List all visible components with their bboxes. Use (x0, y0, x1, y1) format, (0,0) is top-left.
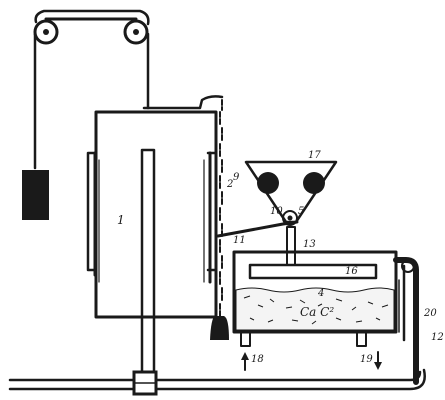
gasholder-bell (94, 110, 218, 319)
gasholder: 1 (86, 95, 224, 387)
chain-assembly: 2 (210, 99, 233, 340)
chain (219, 99, 223, 317)
generator-tank: 16 4 Ca C² (232, 250, 398, 347)
lever-arm (216, 220, 299, 238)
hopper (244, 160, 338, 224)
label-outlet-pipe: 19 (360, 354, 373, 365)
label-carbide-content: 4 (317, 288, 324, 299)
gas-piping: 20 12 (8, 257, 444, 396)
hopper-right-roller (303, 172, 325, 194)
label-gasholder-bell: 1 (117, 213, 125, 227)
bottom-pipe (8, 368, 426, 391)
label-spreader-plate: 16 (345, 266, 358, 277)
left-pulley (33, 19, 59, 45)
label-chain: 2 (226, 179, 233, 190)
label-spindle: 13 (303, 239, 316, 250)
label-carbide-formula: Ca C² (300, 305, 334, 319)
hopper-left-roller (257, 172, 279, 194)
label-hopper-pivot: 5 (298, 206, 304, 217)
label-hopper: 17 (308, 150, 321, 161)
label-hopper-left-roller: 9 (233, 172, 240, 183)
carbide-texture (243, 295, 389, 325)
label-lever-arm: 10 (270, 206, 283, 217)
tank-body (232, 250, 398, 334)
hopper-assembly: 17 9 10 11 5 13 (216, 150, 338, 266)
counterweight (22, 170, 49, 220)
hopper-valve (282, 210, 298, 226)
outlet-arrow (374, 362, 382, 370)
label-right-b: 12 (431, 332, 444, 343)
flow-arrows: 18 19 (241, 351, 382, 371)
label-lever-end: 11 (233, 235, 246, 246)
chain-weight (210, 316, 229, 340)
central-guide-column (140, 148, 156, 387)
pulley-system (22, 9, 150, 220)
spindle (286, 226, 296, 266)
inlet-arrow (241, 352, 249, 360)
label-inlet-pipe: 18 (251, 354, 264, 365)
spreader-plate (248, 263, 378, 280)
label-right-a: 20 (423, 308, 437, 319)
inlet-stub (240, 331, 251, 347)
right-pulley (123, 19, 149, 45)
outlet-stub (356, 331, 367, 347)
